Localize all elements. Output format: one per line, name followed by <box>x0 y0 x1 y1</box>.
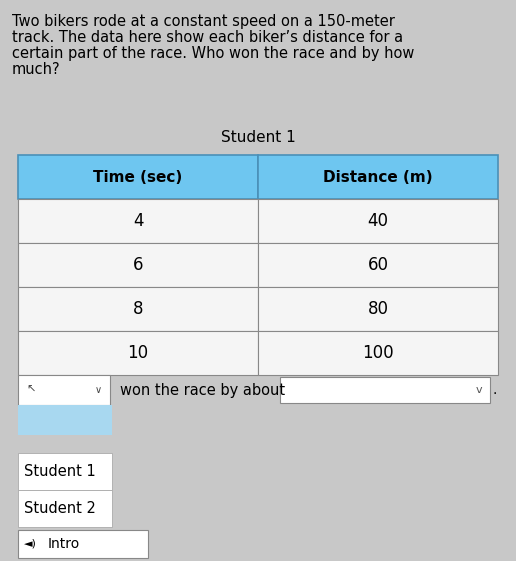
Bar <box>258 199 498 243</box>
Text: Intro: Intro <box>48 537 80 551</box>
Text: 100: 100 <box>362 344 394 362</box>
Text: .: . <box>493 383 497 397</box>
Text: ◄): ◄) <box>24 539 37 549</box>
Text: Time (sec): Time (sec) <box>93 169 183 185</box>
Text: certain part of the race. Who won the race and by how: certain part of the race. Who won the ra… <box>12 46 414 61</box>
Bar <box>18 530 148 558</box>
Text: ∨: ∨ <box>95 385 102 395</box>
Text: 4: 4 <box>133 212 143 230</box>
Text: ↖: ↖ <box>26 385 36 395</box>
Bar <box>258 243 498 287</box>
Text: Two bikers rode at a constant speed on a 150-meter: Two bikers rode at a constant speed on a… <box>12 14 395 29</box>
Text: Student 2: Student 2 <box>24 501 96 516</box>
Text: won the race by about: won the race by about <box>120 383 285 398</box>
Text: 6: 6 <box>133 256 143 274</box>
Bar <box>18 155 258 199</box>
Bar <box>18 243 258 287</box>
Bar <box>258 331 498 375</box>
Text: track. The data here show each biker’s distance for a: track. The data here show each biker’s d… <box>12 30 403 45</box>
Bar <box>18 375 110 405</box>
Text: much?: much? <box>12 62 60 77</box>
Text: 80: 80 <box>367 300 389 318</box>
Bar <box>18 453 112 490</box>
Bar <box>18 405 112 435</box>
Text: 10: 10 <box>127 344 149 362</box>
Text: Student 1: Student 1 <box>221 130 295 145</box>
Text: 8: 8 <box>133 300 143 318</box>
Bar <box>18 287 258 331</box>
Text: 60: 60 <box>367 256 389 274</box>
Text: 40: 40 <box>367 212 389 230</box>
Text: Student 1: Student 1 <box>24 464 96 479</box>
Bar <box>18 331 258 375</box>
Bar <box>258 155 498 199</box>
Text: v: v <box>475 385 482 395</box>
Bar <box>258 287 498 331</box>
Bar <box>18 199 258 243</box>
Text: Distance (m): Distance (m) <box>323 169 433 185</box>
Bar <box>280 377 490 403</box>
Bar <box>18 490 112 527</box>
